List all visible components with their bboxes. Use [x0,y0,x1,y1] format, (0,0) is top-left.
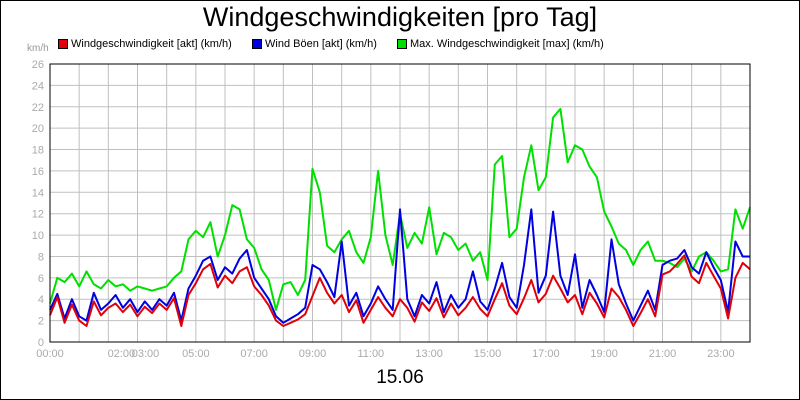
x-tick-label: 23:00 [707,348,735,360]
y-tick-label: 8 [38,251,44,263]
y-tick-label: 16 [32,166,44,178]
y-tick-label: 22 [32,102,44,114]
x-tick-label: 03:00 [132,348,160,360]
x-tick-label: 19:00 [590,348,618,360]
y-tick-label: 20 [32,123,44,135]
x-axis-date-label: 15.06 [376,367,424,388]
chart-title: Windgeschwindigkeiten [pro Tag] [202,2,598,32]
legend-item-gusts: Wind Böen [akt] (km/h) [252,38,377,50]
x-tick-label: 07:00 [240,348,268,360]
y-axis-unit-label: km/h [27,43,49,54]
x-tick-label: 17:00 [532,348,560,360]
x-tick-label: 00:00 [36,348,64,360]
series-line-1 [49,208,750,324]
y-tick-label: 18 [32,145,44,157]
x-tick-label: 11:00 [357,348,384,360]
x-tick-label: 09:00 [299,348,327,360]
x-tick-label: 15:00 [474,348,502,360]
x-tick-label: 13:00 [415,348,443,360]
y-tick-label: 4 [38,294,44,306]
y-tick-label: 12 [32,209,44,221]
y-tick-label: 14 [32,187,44,199]
x-tick-label: 21:00 [649,348,677,360]
y-tick-label: 0 [38,337,44,349]
y-tick-label: 26 [32,59,44,71]
x-tick-label: 02:00 [108,348,136,360]
y-tick-label: 2 [38,316,44,328]
legend-label: Windgeschwindigkeit [akt] (km/h) [71,38,232,50]
legend-swatch-red [58,39,68,49]
legend-swatch-blue [252,39,262,49]
series-line-0 [49,254,751,327]
plot-border [49,63,751,343]
x-tick-label: 05:00 [182,348,210,360]
legend-item-max-speed: Max. Windgeschwindigkeit [max] (km/h) [397,38,604,50]
y-tick-label: 6 [38,273,44,285]
legend-label: Wind Böen [akt] (km/h) [265,38,377,50]
legend-label: Max. Windgeschwindigkeit [max] (km/h) [410,38,604,50]
legend-item-wind-speed: Windgeschwindigkeit [akt] (km/h) [58,38,232,50]
legend-swatch-green [397,39,407,49]
y-tick-label: 10 [32,230,44,242]
y-tick-label: 24 [32,80,44,92]
